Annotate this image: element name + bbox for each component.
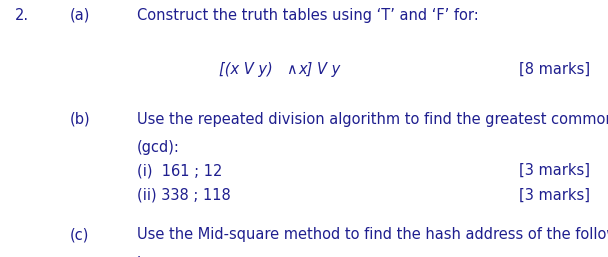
Text: x] V y: x] V y — [298, 62, 340, 77]
Text: (c): (c) — [70, 227, 89, 242]
Text: (i)  161 ; 12: (i) 161 ; 12 — [137, 163, 222, 178]
Text: (a): (a) — [70, 8, 91, 23]
Text: 2.: 2. — [15, 8, 29, 23]
Text: [8 marks]: [8 marks] — [519, 62, 590, 77]
Text: [3 marks]: [3 marks] — [519, 163, 590, 178]
Text: keys:: keys: — [137, 256, 175, 257]
Text: [3 marks]: [3 marks] — [519, 188, 590, 203]
Text: Use the repeated division algorithm to find the greatest common divisor: Use the repeated division algorithm to f… — [137, 112, 608, 127]
Text: Use the Mid-square method to find the hash address of the following: Use the Mid-square method to find the ha… — [137, 227, 608, 242]
Text: (gcd):: (gcd): — [137, 140, 180, 155]
Text: Construct the truth tables using ‘T’ and ‘F’ for:: Construct the truth tables using ‘T’ and… — [137, 8, 478, 23]
Text: [(x V y): [(x V y) — [219, 62, 272, 77]
Text: (ii) 338 ; 118: (ii) 338 ; 118 — [137, 188, 230, 203]
Text: (b): (b) — [70, 112, 91, 127]
Text: ∧: ∧ — [286, 62, 297, 77]
